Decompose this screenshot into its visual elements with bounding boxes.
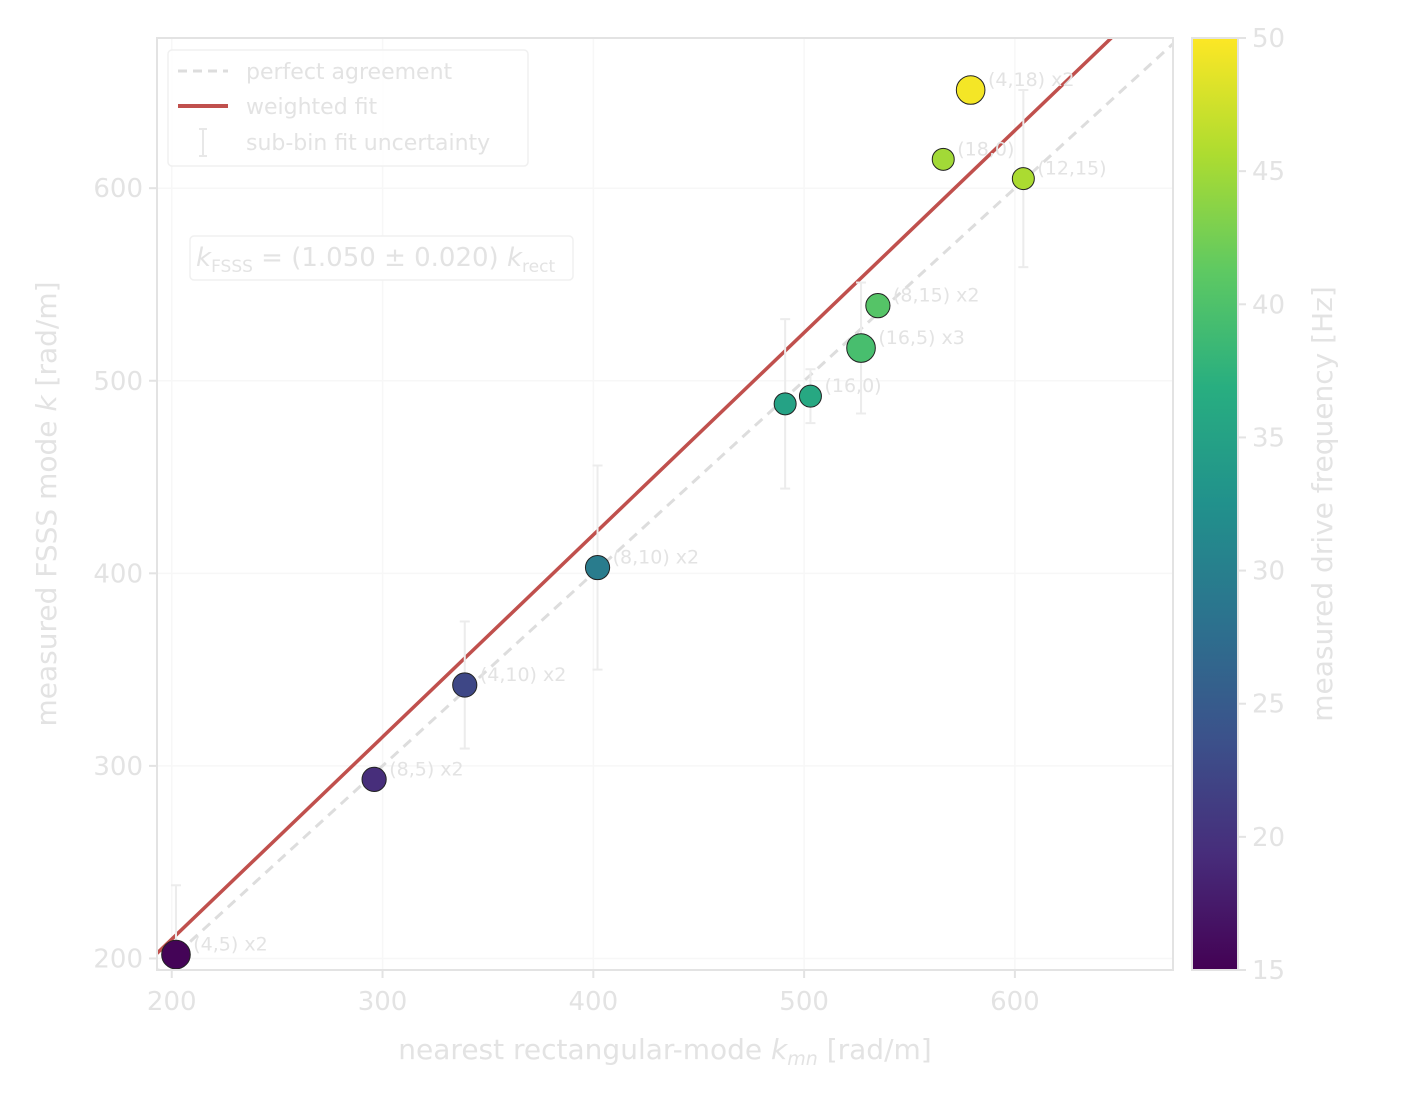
data-point bbox=[584, 554, 611, 581]
data-point bbox=[452, 672, 478, 698]
legend: perfect agreement weighted fit sub-bin f… bbox=[167, 49, 529, 167]
point-label: (8,5) x2 bbox=[389, 758, 463, 780]
legend-label-uncertainty: sub-bin fit uncertainty bbox=[246, 131, 490, 156]
fit-annotation-text: kFSSS = (1.050 ± 0.020) krect bbox=[196, 243, 555, 277]
data-point bbox=[161, 939, 191, 970]
y-axis: 200 300 400 500 600 bbox=[93, 174, 157, 974]
x-tick-label: 200 bbox=[147, 987, 197, 1017]
y-tick-label: 300 bbox=[93, 752, 143, 782]
data-point bbox=[931, 147, 955, 171]
x-axis: 200 300 400 500 600 bbox=[147, 970, 1040, 1017]
point-label: (4,10) x2 bbox=[480, 664, 567, 686]
point-label: (16,5) x3 bbox=[878, 327, 965, 349]
legend-box bbox=[167, 49, 529, 167]
colorbar-tick-label: 45 bbox=[1252, 157, 1285, 187]
legend-errorbar-swatch bbox=[199, 128, 207, 157]
data-point bbox=[846, 333, 876, 363]
data-point bbox=[361, 766, 387, 792]
data-point bbox=[865, 293, 891, 319]
point-label: (4,5) x2 bbox=[193, 934, 267, 956]
colorbar-tick-label: 50 bbox=[1252, 24, 1285, 54]
y-tick-label: 600 bbox=[93, 174, 143, 204]
legend-label-perfect-agreement: perfect agreement bbox=[246, 60, 453, 85]
grid-lines bbox=[157, 38, 1173, 970]
fit-annotation: kFSSS = (1.050 ± 0.020) krect bbox=[189, 235, 574, 281]
plot-frame bbox=[156, 37, 1174, 971]
x-tick-label: 500 bbox=[779, 987, 829, 1017]
data-point bbox=[955, 75, 986, 105]
legend-label-weighted-fit: weighted fit bbox=[246, 95, 378, 120]
colorbar-tick-label: 35 bbox=[1252, 423, 1285, 453]
colorbar-tick-label: 20 bbox=[1252, 823, 1285, 853]
y-axis-label: measured FSSS mode k [rad/m] bbox=[30, 281, 63, 726]
x-tick-label: 300 bbox=[358, 987, 408, 1017]
point-label: (12,15) bbox=[1037, 158, 1106, 180]
x-tick-label: 400 bbox=[569, 987, 619, 1017]
colorbar-gradient bbox=[1192, 38, 1238, 970]
weighted-fit-line bbox=[157, 38, 1114, 956]
data-points bbox=[161, 75, 1035, 970]
data-point bbox=[798, 384, 822, 408]
x-axis-label: nearest rectangular-mode kmn [rad/m] bbox=[398, 1033, 931, 1070]
colorbar-frame bbox=[1191, 37, 1239, 971]
point-label: (4,18) x2 bbox=[988, 69, 1075, 91]
x-tick-label: 600 bbox=[990, 987, 1040, 1017]
colorbar: 15 20 25 30 35 40 45 50 measured drive frequenc… bbox=[1191, 24, 1339, 986]
point-label: (18,0) bbox=[957, 138, 1014, 160]
y-tick-label: 400 bbox=[93, 559, 143, 589]
colorbar-tick-label: 25 bbox=[1252, 690, 1285, 720]
fit-annotation-box bbox=[189, 235, 574, 281]
y-tick-label: 200 bbox=[93, 944, 143, 974]
point-labels: (4,5) x2 (8,5) x2 (4,10) x2 (8,10) x2 (16,0)… bbox=[193, 69, 1106, 956]
data-point bbox=[1011, 167, 1035, 191]
colorbar-tick-label: 15 bbox=[1252, 956, 1285, 986]
point-label: (8,15) x2 bbox=[893, 285, 980, 307]
point-label: (16,0) bbox=[824, 375, 881, 397]
colorbar-tick-label: 40 bbox=[1252, 290, 1285, 320]
data-point bbox=[773, 392, 797, 416]
point-label: (8,10) x2 bbox=[613, 547, 700, 569]
y-tick-label: 500 bbox=[93, 367, 143, 397]
colorbar-tick-label: 30 bbox=[1252, 557, 1285, 587]
colorbar-label: measured drive frequency [Hz] bbox=[1306, 286, 1339, 722]
